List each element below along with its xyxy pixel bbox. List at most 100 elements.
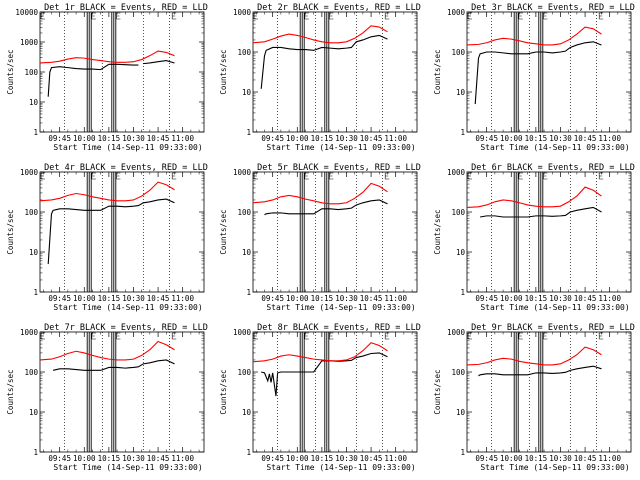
interval-glyph [171, 12, 177, 20]
series-events-line [260, 34, 388, 89]
y-tick-label: 10 [29, 408, 39, 417]
y-tick-label: 100 [237, 48, 251, 57]
x-tick-label: 10:30 [335, 294, 358, 303]
panel-title: Det 2r BLACK = Events, RED = LLD [257, 3, 421, 13]
x-tick-label: 09:45 [261, 134, 284, 143]
panel-6: Det 6r BLACK = Events, RED = LLD 1 10 100 10… [433, 163, 635, 312]
series-events-line [261, 352, 388, 397]
y-tick-label: 10 [29, 248, 39, 257]
panel-title: Det 1r BLACK = Events, RED = LLD [44, 3, 208, 13]
x-tick-label: 10:45 [360, 134, 383, 143]
x-tick-label: 11:00 [598, 454, 621, 463]
y-tick-label: 1 [460, 448, 465, 457]
x-tick-label: 09:45 [48, 294, 71, 303]
x-tick-label: 09:45 [475, 134, 498, 143]
y-axis-label: Counts/sec [6, 49, 15, 94]
interval-glyph [253, 12, 258, 20]
x-tick-label: 10:30 [335, 134, 358, 143]
y-axis-label: Counts/sec [6, 369, 15, 414]
series-lld-line [39, 340, 175, 361]
x-tick-label: 10:30 [549, 294, 572, 303]
plot-frame [252, 331, 418, 453]
y-tick-label: 100 [24, 368, 38, 377]
panel-3: Det 3r BLACK = Events, RED = LLD 1 10 100 10… [433, 3, 635, 152]
x-tick-label: 09:45 [261, 454, 284, 463]
x-axis-label: Start Time (14-Sep-11 09:33:00) [480, 303, 629, 312]
x-tick-label: 10:15 [525, 294, 548, 303]
x-tick-label: 10:45 [574, 294, 597, 303]
series-lld-line [466, 186, 602, 208]
interval-glyph [116, 172, 121, 180]
x-tick-label: 10:00 [286, 294, 309, 303]
interval-glyph [467, 12, 472, 20]
series-lld-line [252, 25, 388, 44]
x-tick-label: 10:00 [500, 454, 523, 463]
y-axis-label: Counts/sec [433, 369, 442, 414]
interval-glyph [40, 12, 45, 20]
y-tick-label: 10 [456, 248, 466, 257]
series-events-line [47, 198, 175, 265]
interval-glyph [543, 332, 548, 340]
y-tick-label: 100 [24, 208, 38, 217]
series-lld-line [39, 181, 175, 202]
plot-frame [39, 171, 205, 293]
x-tick-label: 10:15 [311, 294, 334, 303]
interval-glyph [304, 332, 309, 340]
interval-glyph [40, 172, 45, 180]
x-tick-label: 10:30 [335, 454, 358, 463]
x-tick-label: 10:00 [286, 134, 309, 143]
x-tick-label: 10:00 [500, 294, 523, 303]
y-axis-label: Counts/sec [219, 369, 228, 414]
panel-1: Det 1r BLACK = Events, RED = LLD 1 10 100 10… [6, 3, 208, 152]
plot-frame [466, 331, 632, 453]
y-tick-label: 100 [451, 48, 465, 57]
y-tick-label: 10 [456, 408, 466, 417]
y-tick-label: 10000 [15, 8, 38, 17]
interval-glyph [598, 12, 604, 20]
panel-title: Det 8r BLACK = Events, RED = LLD [257, 323, 421, 333]
panel-title: Det 6r BLACK = Events, RED = LLD [471, 163, 635, 173]
x-tick-label: 09:45 [48, 134, 71, 143]
series-events-line [474, 41, 602, 105]
x-tick-label: 09:45 [48, 454, 71, 463]
interval-glyph [329, 12, 334, 20]
x-tick-label: 10:15 [98, 294, 121, 303]
panel-title: Det 9r BLACK = Events, RED = LLD [471, 323, 635, 333]
y-tick-label: 1000 [20, 168, 39, 177]
y-tick-label: 1 [33, 288, 38, 297]
interval-glyph [116, 332, 121, 340]
plot-frame [252, 171, 418, 293]
panel-title: Det 4r BLACK = Events, RED = LLD [44, 163, 208, 173]
x-tick-label: 11:00 [384, 454, 407, 463]
x-tick-label: 10:45 [574, 454, 597, 463]
interval-glyph [543, 12, 548, 20]
y-tick-label: 1 [460, 128, 465, 137]
x-axis-label: Start Time (14-Sep-11 09:33:00) [266, 303, 415, 312]
x-tick-label: 10:00 [73, 134, 96, 143]
y-tick-label: 1000 [233, 8, 252, 17]
x-tick-label: 11:00 [384, 294, 407, 303]
interval-glyph [384, 172, 390, 180]
panel-4: Det 4r BLACK = Events, RED = LLD 1 10 100 10… [6, 163, 208, 312]
series-lld-line [252, 342, 388, 363]
y-tick-label: 1000 [20, 38, 39, 47]
y-axis-label: Counts/sec [433, 49, 442, 94]
x-tick-label: 10:45 [147, 454, 170, 463]
panel-7: Det 7r BLACK = Events, RED = LLD 1 10 100 10… [6, 323, 208, 472]
interval-glyph [91, 332, 96, 340]
x-tick-label: 10:30 [549, 454, 572, 463]
x-axis-label: Start Time (14-Sep-11 09:33:00) [53, 143, 202, 152]
y-tick-label: 100 [24, 68, 38, 77]
y-tick-label: 1000 [447, 328, 466, 337]
interval-glyph [253, 172, 258, 180]
y-tick-label: 1000 [20, 328, 39, 337]
y-tick-label: 100 [451, 208, 465, 217]
interval-glyph [384, 12, 390, 20]
interval-glyph [543, 172, 548, 180]
x-tick-label: 10:45 [360, 294, 383, 303]
x-tick-label: 09:45 [475, 454, 498, 463]
y-tick-label: 10 [242, 88, 252, 97]
x-tick-label: 10:15 [525, 134, 548, 143]
x-tick-label: 09:45 [475, 294, 498, 303]
x-tick-label: 11:00 [384, 134, 407, 143]
